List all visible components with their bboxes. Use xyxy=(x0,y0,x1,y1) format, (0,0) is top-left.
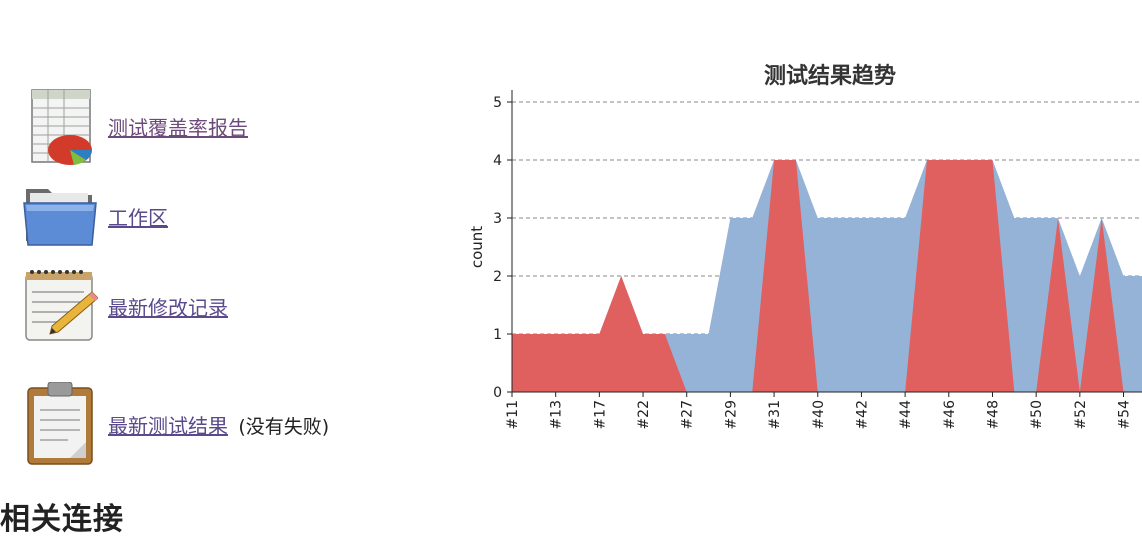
x-tick-label: #11 xyxy=(505,400,521,430)
x-tick-label: #48 xyxy=(985,400,1001,430)
workspace-label-wrap: 工作区 xyxy=(108,202,168,231)
x-tick-label: #40 xyxy=(811,400,827,430)
x-tick-label: #52 xyxy=(1073,400,1089,430)
x-tick-label: #22 xyxy=(636,400,652,430)
x-tick-label: #42 xyxy=(854,400,870,430)
test-result-label-wrap: 最新测试结果 (没有失败) xyxy=(108,410,329,439)
x-tick-label: #46 xyxy=(942,400,958,430)
x-tick-label: #44 xyxy=(898,400,914,430)
notepad-icon[interactable] xyxy=(22,266,98,346)
changes-link[interactable]: 最新修改记录 xyxy=(108,295,228,320)
chart-title-text: 测试结果趋势 xyxy=(763,64,896,89)
test-result-link[interactable]: 最新测试结果 xyxy=(108,413,228,438)
changes-link-row: 最新修改记录 xyxy=(22,266,228,346)
y-tick-label: 4 xyxy=(493,153,502,169)
y-tick-label: 3 xyxy=(493,211,502,227)
coverage-report-link-row: 测试覆盖率报告 xyxy=(22,86,248,166)
x-tick-label: #13 xyxy=(549,400,565,430)
x-tick-label: #50 xyxy=(1029,400,1045,430)
workspace-link-row: 工作区 xyxy=(22,176,168,256)
related-links-heading: 相关连接 xyxy=(0,502,124,537)
test-result-link-row: 最新测试结果 (没有失败) xyxy=(22,382,329,465)
y-tick-label: 0 xyxy=(493,385,502,401)
changes-label-wrap: 最新修改记录 xyxy=(108,292,228,321)
test-result-note: (没有失败) xyxy=(238,415,330,438)
y-tick-label: 1 xyxy=(493,327,502,343)
coverage-report-link[interactable]: 测试覆盖率报告 xyxy=(108,115,248,140)
coverage-report-label-wrap: 测试覆盖率报告 xyxy=(108,112,248,141)
x-tick-label: #17 xyxy=(592,400,608,430)
trend-chart-svg: 0 1 2 3 4 5 #11 #13 #17 #22 #27 #29 #31 #40 #42 #44 #46 #… xyxy=(468,90,1142,430)
x-tick-label: #29 xyxy=(723,400,739,430)
coverage-report-icon[interactable] xyxy=(22,86,98,166)
x-tick-label: #54 xyxy=(1117,400,1133,430)
clipboard-icon[interactable] xyxy=(22,382,98,465)
workspace-link[interactable]: 工作区 xyxy=(108,205,168,230)
series-area-1 xyxy=(512,160,1142,392)
y-tick-label: 2 xyxy=(493,269,502,285)
x-tick-label: #27 xyxy=(680,400,696,430)
y-tick-label: 5 xyxy=(493,95,502,111)
y-axis-title: count xyxy=(468,226,486,268)
folder-icon[interactable] xyxy=(22,176,98,256)
test-trend-chart[interactable]: 0 1 2 3 4 5 #11 #13 #17 #22 #27 #29 #31 #40 #42 #44 #46 #… xyxy=(440,40,1142,480)
chart-title: 测试结果趋势 xyxy=(440,58,1142,90)
x-tick-label: #31 xyxy=(767,400,783,430)
